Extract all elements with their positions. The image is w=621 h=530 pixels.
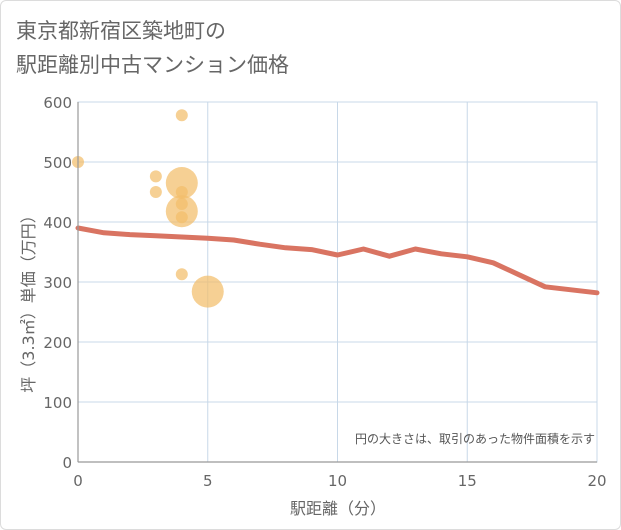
bubble-point-4-578 xyxy=(175,109,188,122)
chart-title-line-2: 駅距離別中古マンション価格 xyxy=(16,53,289,77)
x-tick-label-20: 20 xyxy=(587,472,606,490)
bubble-point-4-313 xyxy=(175,268,188,281)
x-tick-label-15: 15 xyxy=(458,472,477,490)
size-annotation: 円の大きさは、取引のあった物件面積を示す xyxy=(355,431,595,446)
trend-line xyxy=(75,225,600,296)
y-axis-label: 坪（3.3㎡）単価（万円） xyxy=(19,207,38,392)
y-tick-label-500: 500 xyxy=(43,154,72,172)
y-tick-label-100: 100 xyxy=(43,394,72,412)
y-tick-label-300: 300 xyxy=(43,274,72,292)
chart-title: 東京都新宿区築地町の 駅距離別中古マンション価格 xyxy=(16,14,289,82)
bubble-point-3-450 xyxy=(149,186,162,198)
bubble-point-4-408 xyxy=(175,211,188,224)
bubble-series xyxy=(72,109,224,308)
bubble-point-4-430 xyxy=(175,198,188,210)
y-tick-label-200: 200 xyxy=(43,334,72,352)
x-axis-label: 駅距離（分） xyxy=(290,499,386,518)
x-tick-label-10: 10 xyxy=(328,472,347,490)
trend-series xyxy=(75,225,600,296)
bubble-point-4-465 xyxy=(165,167,198,199)
chart-title-line-1: 東京都新宿区築地町の xyxy=(16,19,226,43)
x-tick-label-0: 0 xyxy=(73,472,83,490)
bubble-point-5-284 xyxy=(191,275,224,308)
axes: 0 100 200 300 400 500 600 0 5 10 15 20 xyxy=(43,94,606,490)
y-tick-label-600: 600 xyxy=(43,94,72,112)
x-tick-label-5: 5 xyxy=(203,472,213,490)
bubble-point-3-476 xyxy=(149,170,162,183)
bubble-point-4-450 xyxy=(175,186,188,198)
grid-lines xyxy=(77,101,598,463)
y-tick-label-0: 0 xyxy=(62,454,72,472)
y-tick-label-400: 400 xyxy=(43,214,72,232)
